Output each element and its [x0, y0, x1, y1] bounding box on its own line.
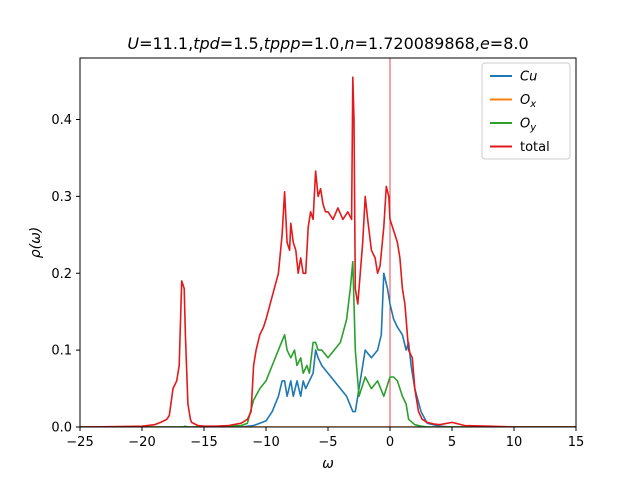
chart-title: U=11.1,tpd=1.5,tppp=1.0,n=1.720089868,e=… — [127, 34, 528, 53]
legend-label-cu: Cu — [520, 70, 537, 85]
y-tick-label: 0.3 — [51, 190, 72, 205]
x-tick-label: 15 — [568, 435, 585, 450]
series-line-oy — [80, 260, 576, 427]
y-tick-label: 0.0 — [51, 421, 72, 436]
legend-label-total: total — [520, 140, 550, 155]
legend-box — [481, 62, 571, 160]
series-line-cu — [80, 272, 576, 427]
x-tick-label: −20 — [128, 435, 155, 450]
legend-label-ox: Ox — [520, 93, 536, 110]
legend: Cu Ox Oy total — [481, 62, 571, 160]
y-axis-label: ρ(ω) — [28, 227, 44, 259]
x-tick-label: 5 — [448, 435, 456, 450]
x-axis-label: ω — [322, 456, 334, 472]
y-axis-ticks: 0.0 0.1 0.2 0.3 0.4 — [51, 113, 80, 436]
chart-title-group: U=11.1,tpd=1.5,tppp=1.0,n=1.720089868,e=… — [127, 34, 528, 53]
x-tick-label: −10 — [252, 435, 279, 450]
x-tick-label: 0 — [386, 435, 394, 450]
y-tick-label: 0.4 — [51, 113, 72, 128]
x-tick-label: 10 — [506, 435, 523, 450]
y-tick-label: 0.1 — [51, 344, 72, 359]
legend-label-oy: Oy — [520, 117, 537, 134]
series-line-total — [80, 76, 576, 427]
plot-area — [79, 57, 577, 428]
x-tick-label: −15 — [190, 435, 217, 450]
y-tick-label: 0.2 — [51, 267, 72, 282]
x-tick-label: −25 — [66, 435, 93, 450]
axis-labels: ω ρ(ω) — [28, 227, 334, 472]
x-axis-ticks: −25 −20 −15 −10 −5 0 5 10 15 — [66, 427, 584, 450]
series-lines — [80, 76, 576, 427]
x-tick-label: −5 — [318, 435, 337, 450]
